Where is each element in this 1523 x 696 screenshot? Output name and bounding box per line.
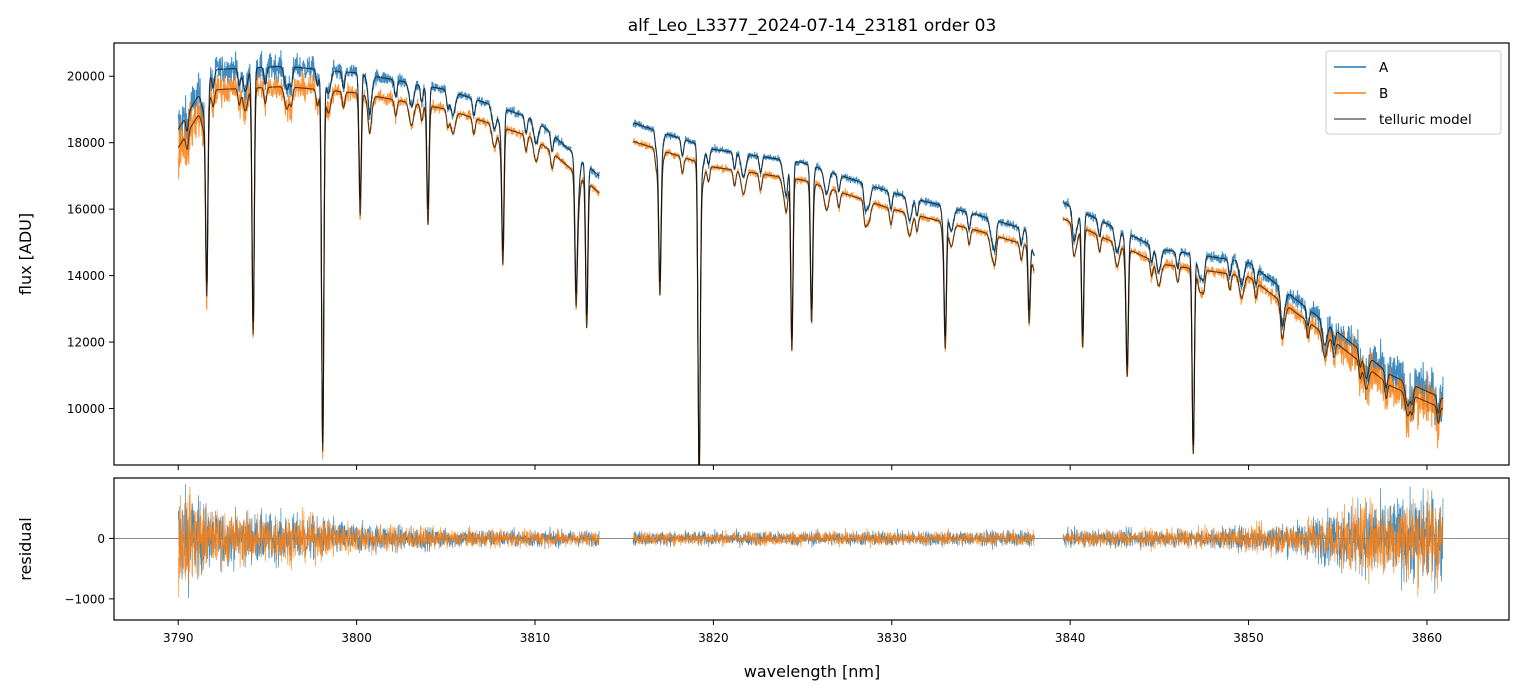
spectrum-ytick-label-16000: 16000 xyxy=(67,203,105,217)
residual-b-segment-1 xyxy=(177,486,600,598)
residual-xtick-label-3800: 3800 xyxy=(341,631,372,645)
residual-xtick-label-3820: 3820 xyxy=(698,631,729,645)
residual-xtick-label-3850: 3850 xyxy=(1233,631,1264,645)
residual-b-segment-2 xyxy=(632,528,1035,549)
residual-ylabel: residual xyxy=(16,517,35,580)
chart-title: alf_Leo_L3377_2024-07-14_23181 order 03 xyxy=(628,16,997,36)
spectrum-ylabel: flux [ADU] xyxy=(16,213,35,295)
residual-xtick-label-3810: 3810 xyxy=(520,631,551,645)
residual-b-segment-3 xyxy=(1062,489,1444,597)
residual-axes-frame xyxy=(113,477,1510,621)
legend: A B telluric model xyxy=(1325,50,1502,135)
legend-label-b: B xyxy=(1379,86,1388,102)
spectrum-ticks: 10000 12000 14000 16000 18000 20000 xyxy=(67,70,1428,470)
legend-label-model: telluric model xyxy=(1379,112,1472,128)
spectrum-plot-area xyxy=(177,50,1444,465)
telluric-model-1-segment-1 xyxy=(177,66,600,443)
spectrum-ytick-label-14000: 14000 xyxy=(67,269,105,283)
residual-ticks: 3790 3800 3810 3820 3830 3840 3850 3860 −1000 0 xyxy=(64,532,1442,645)
residual-ytick-label-0: 0 xyxy=(97,532,105,546)
legend-box xyxy=(1325,50,1502,135)
spectrum-ytick-label-12000: 12000 xyxy=(67,336,105,350)
residual-plot-area xyxy=(114,484,1509,599)
residual-xtick-label-3790: 3790 xyxy=(163,631,194,645)
telluric-model-2-segment-2 xyxy=(632,141,1035,465)
legend-label-a: A xyxy=(1379,60,1389,76)
telluric-model-2-segment-1 xyxy=(177,86,600,452)
residual-xtick-label-3840: 3840 xyxy=(1055,631,1086,645)
residual-xtick-label-3830: 3830 xyxy=(877,631,908,645)
residual-ytick-label--1000: −1000 xyxy=(64,592,105,606)
residual-xlabel: wavelength [nm] xyxy=(744,662,881,681)
spectrum-ytick-label-18000: 18000 xyxy=(67,136,105,150)
spectrum-ytick-label-10000: 10000 xyxy=(67,402,105,416)
spectrum-axes-frame xyxy=(113,42,1510,466)
telluric-model-2-segment-3 xyxy=(1062,218,1444,455)
residual-xtick-label-3860: 3860 xyxy=(1412,631,1443,645)
spectrum-ytick-label-20000: 20000 xyxy=(67,70,105,84)
